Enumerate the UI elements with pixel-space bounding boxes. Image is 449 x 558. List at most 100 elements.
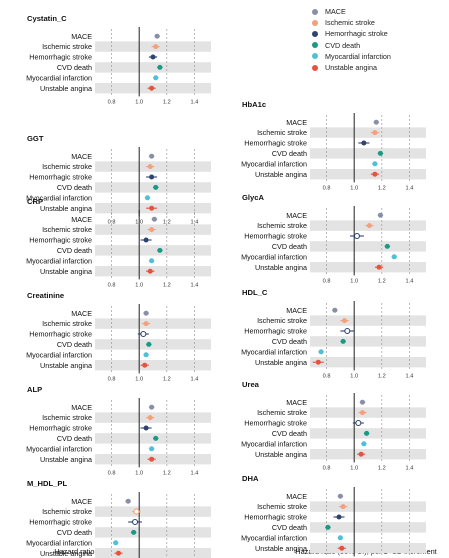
panel-title: HbA1c — [242, 100, 266, 109]
hr-point — [131, 518, 139, 526]
legend-label: MACE — [325, 7, 346, 17]
hr-point — [372, 171, 378, 177]
row-label: Hemorrhagic stroke — [29, 173, 92, 182]
legend-item-3: CVD death — [312, 40, 391, 51]
tick-label: 0.8 — [108, 470, 116, 476]
tick-label: 1.2 — [378, 278, 386, 284]
hr-point — [377, 212, 383, 218]
row-band — [95, 548, 211, 558]
hr-point — [143, 310, 149, 316]
hr-point — [115, 550, 121, 556]
tick-label: 0.8 — [323, 465, 331, 471]
row-label: Hemorrhagic stroke — [244, 327, 307, 336]
tick-label: 1.4 — [191, 376, 199, 382]
legend-item-5: Unstable angina — [312, 62, 391, 73]
hr-point — [143, 352, 149, 358]
row-label: MACE — [286, 492, 307, 501]
hr-point — [364, 430, 370, 436]
hr-point — [143, 425, 149, 431]
row-band — [310, 336, 426, 347]
tick-label: 1.4 — [406, 278, 414, 284]
hr-point — [151, 216, 157, 222]
row-label: Ischemic stroke — [257, 502, 307, 511]
row-label: CVD death — [57, 183, 92, 192]
row-band — [95, 527, 211, 538]
row-label: Myocardial infarction — [26, 444, 92, 453]
tick-label: 1.4 — [191, 282, 199, 288]
tick-label: 1.4 — [191, 470, 199, 476]
row-label: MACE — [71, 215, 92, 224]
tick-label: 1.2 — [163, 470, 171, 476]
row-label: Myocardial infarction — [241, 252, 307, 261]
row-label: Hemorrhagic stroke — [29, 236, 92, 245]
legend-item-2: Hemorrhagic stroke — [312, 28, 391, 39]
panel-title: HDL_C — [242, 288, 268, 297]
tick-label: 1.0 — [135, 282, 143, 288]
hr-point — [140, 330, 147, 338]
legend-dot-icon — [312, 64, 318, 71]
tick-label: 0.8 — [108, 219, 116, 225]
row-label: CVD death — [57, 528, 92, 537]
row-label: Unstable angina — [40, 361, 92, 370]
tick-label: 1.4 — [406, 185, 414, 191]
tick-label: 1.2 — [378, 185, 386, 191]
row-label: Ischemic stroke — [257, 316, 307, 325]
row-label: MACE — [71, 403, 92, 412]
row-label: Hemorrhagic stroke — [29, 424, 92, 433]
hr-point — [154, 33, 160, 39]
hr-point — [372, 161, 378, 167]
hr-point — [143, 237, 149, 243]
row-label: Unstable angina — [40, 455, 92, 464]
hr-point — [157, 64, 163, 70]
row-label: Hemorrhagic stroke — [244, 139, 307, 148]
hr-point — [361, 140, 367, 146]
hr-point — [147, 268, 153, 274]
legend-item-4: Myocardial infarction — [312, 51, 391, 62]
row-label: Myocardial infarction — [26, 350, 92, 359]
hr-point — [340, 504, 346, 510]
hr-point — [147, 164, 153, 170]
hr-point — [149, 404, 155, 410]
hr-point — [149, 174, 155, 180]
row-label: Myocardial infarction — [241, 439, 307, 448]
hr-point — [359, 399, 365, 405]
row-band — [95, 339, 211, 350]
tick-label: 0.8 — [323, 373, 331, 379]
hr-point — [340, 338, 346, 344]
legend-label: CVD death — [325, 40, 361, 50]
row-label: Ischemic stroke — [42, 507, 92, 516]
hr-point — [144, 195, 150, 201]
tick-label: 0.8 — [108, 99, 116, 105]
row-label: CVD death — [57, 434, 92, 443]
legend: MACE Ischemic stroke Hemorrhagic stroke CVD… — [312, 6, 391, 73]
row-label: MACE — [286, 398, 307, 407]
hr-point — [149, 456, 155, 462]
row-label: CVD death — [272, 337, 307, 346]
hr-point — [336, 514, 342, 520]
row-label: Hemorrhagic stroke — [244, 232, 307, 241]
tick-label: 1.2 — [378, 373, 386, 379]
row-label: Hemorrhagic stroke — [29, 53, 92, 62]
legend-label: Hemorrhagic stroke — [325, 29, 388, 39]
row-label: Ischemic stroke — [42, 42, 92, 51]
hr-point — [377, 150, 383, 156]
row-band — [310, 315, 426, 326]
row-band — [310, 357, 426, 368]
row-band — [310, 148, 426, 159]
tick-label: 1.2 — [378, 465, 386, 471]
row-label: Myocardial infarction — [241, 347, 307, 356]
hr-point — [355, 419, 362, 427]
row-label: Unstable angina — [40, 267, 92, 276]
row-label: Unstable angina — [40, 204, 92, 213]
legend-dot-icon — [312, 30, 318, 37]
hr-point — [125, 498, 131, 504]
hr-point — [337, 493, 343, 499]
hr-point — [143, 321, 149, 327]
hr-point — [113, 540, 119, 546]
tick-label: 1.0 — [135, 470, 143, 476]
